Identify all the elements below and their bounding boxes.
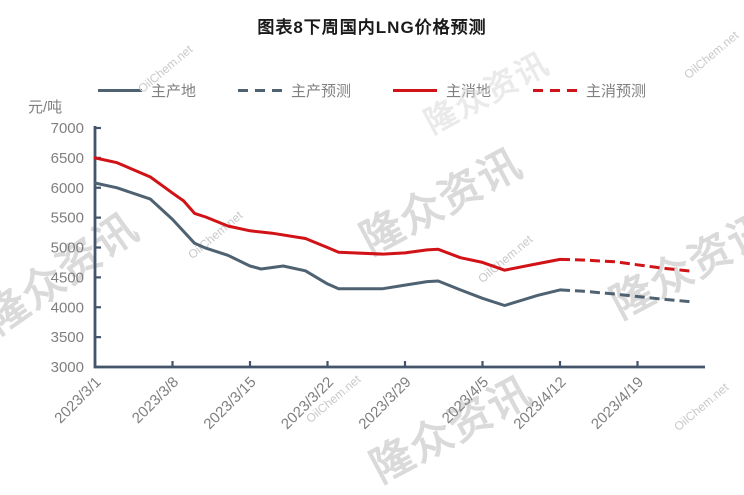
legend-solid-line-marker — [393, 89, 437, 92]
y-axis-unit-label: 元/吨 — [28, 99, 63, 116]
series-line-主消地 — [93, 156, 562, 272]
y-axis-label: 4500 — [51, 269, 84, 286]
series-line-主产地 — [93, 181, 562, 307]
legend-item-consumption-forecast: 主消预测 — [533, 80, 646, 101]
y-axis-label: 5000 — [51, 240, 84, 257]
legend: 主产地 主产预测 主消地 主消预测 — [0, 80, 744, 101]
legend-label: 主消预测 — [586, 83, 647, 100]
series-line-主产预测 — [559, 288, 694, 304]
y-axis-label: 4000 — [51, 299, 84, 316]
x-axis-label: 2023/3/15 — [200, 374, 259, 433]
y-axis-label: 5500 — [51, 210, 84, 227]
y-axis-label: 3500 — [51, 329, 84, 346]
x-axis-label: 2023/3/8 — [129, 374, 182, 427]
series-line-主消预测 — [559, 257, 694, 273]
x-axis-label: 2023/4/19 — [588, 374, 647, 433]
legend-dashed-line-marker — [237, 89, 282, 92]
legend-item-production: 主产地 — [97, 80, 196, 101]
legend-item-production-forecast: 主产预测 — [237, 80, 351, 101]
x-axis-label: 2023/4/12 — [510, 374, 569, 433]
legend-item-consumption: 主消地 — [393, 80, 491, 101]
legend-label: 主产预测 — [290, 83, 351, 100]
legend-label: 主产地 — [150, 83, 196, 100]
y-axis-label: 6000 — [51, 180, 84, 197]
chart-title: 图表8下周国内LNG价格预测 — [257, 18, 487, 37]
x-axis-label: 2023/3/1 — [51, 374, 104, 427]
chart-figure: 图表8下周国内LNG价格预测 主产地 主产预测 主消地 主消预测 元/吨 隆众资… — [0, 18, 744, 491]
y-axis-label: 7000 — [51, 120, 84, 137]
axes — [93, 126, 705, 369]
legend-label: 主消地 — [446, 83, 492, 100]
legend-dashed-line-marker — [533, 89, 578, 92]
x-axis-label: 2023/3/29 — [355, 374, 414, 433]
x-axis-label: 2023/4/5 — [439, 374, 492, 427]
chart-canvas: 3000 3500 4000 4500 5000 5500 6000 6500 7000 2023… — [51, 120, 705, 433]
y-axis-label: 3000 — [51, 359, 84, 376]
x-axis-label: 2023/3/22 — [278, 374, 337, 433]
y-axis-label: 6500 — [51, 150, 84, 167]
legend-solid-line-marker — [97, 89, 142, 92]
